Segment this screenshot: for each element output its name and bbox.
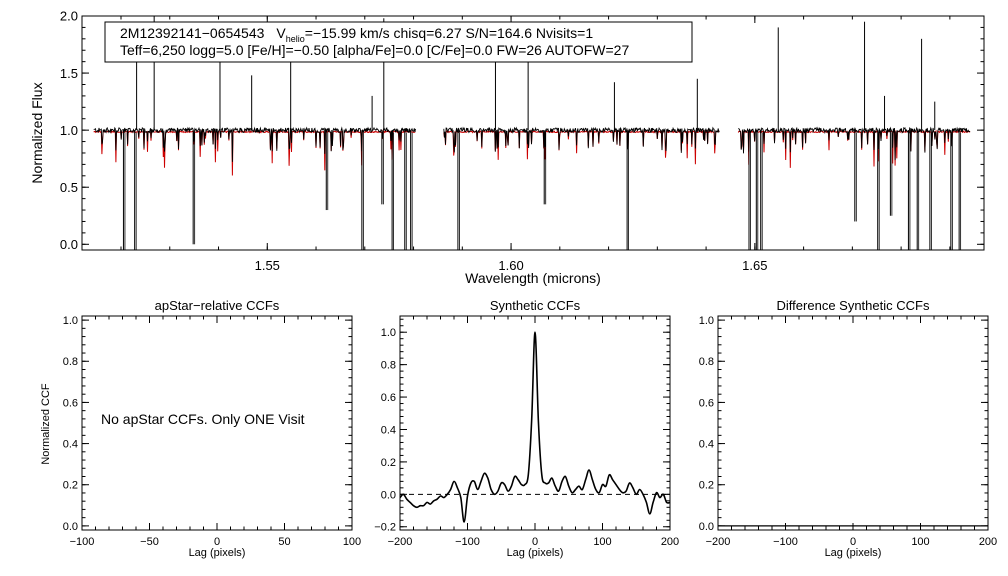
difference-ytick-label: 0.8 bbox=[699, 356, 714, 368]
synthetic-ytick-label: 0.2 bbox=[381, 457, 396, 469]
spectrum-ytick-label: 1.0 bbox=[60, 123, 78, 138]
synthetic-ytick-label: 1.0 bbox=[381, 327, 396, 339]
apstar-xlabel: Lag (pixels) bbox=[189, 547, 246, 559]
apstar-ylabel: Normalized CCF bbox=[40, 383, 52, 465]
vhelio-symbol: V bbox=[276, 25, 286, 41]
apstar-ytick-label: 0.8 bbox=[63, 356, 78, 368]
synthetic-axes-frame bbox=[399, 315, 671, 531]
synthetic-ccf-line bbox=[399, 331, 671, 523]
difference-ytick-label: 0.4 bbox=[699, 439, 714, 451]
difference-ticks: −200 −100 0 100 200 0.0 0.2 0.4 0.6 0.8 1.0 bbox=[699, 315, 997, 548]
difference-axes-frame bbox=[717, 315, 989, 531]
difference-xtick-label: 100 bbox=[911, 536, 929, 548]
difference-xtick-label: 200 bbox=[979, 536, 997, 548]
apstar-ytick-label: 1.0 bbox=[63, 315, 78, 327]
synthetic-ytick-label: −0.2 bbox=[374, 522, 396, 534]
synthetic-xtick-label: −100 bbox=[455, 536, 480, 548]
synthetic-title: Synthetic CCFs bbox=[490, 298, 581, 313]
spectrum-ticks: 1.55 1.60 1.65 0.0 0.5 1.0 1.5 2.0 bbox=[60, 9, 984, 273]
apstar-xtick-label: 0 bbox=[214, 536, 220, 548]
synthetic-xtick-label: −200 bbox=[388, 536, 413, 548]
difference-ytick-label: 0.2 bbox=[699, 480, 714, 492]
synthetic-ticks: −200 −100 0 100 200 −0.2 0.0 0.2 0.4 0.6 0.8 1.0 bbox=[374, 316, 679, 548]
difference-xtick-label: −200 bbox=[706, 536, 731, 548]
difference-xtick-label: 0 bbox=[850, 536, 856, 548]
spectrum-data bbox=[93, 16, 971, 250]
synthetic-data bbox=[399, 331, 671, 523]
star-id: 2M12392141−0654543 bbox=[120, 25, 265, 41]
difference-title: Difference Synthetic CCFs bbox=[777, 298, 930, 313]
vhelio-subscript: helio bbox=[286, 34, 305, 44]
spectrum-info-line1-rest: =−15.99 km/s chisq=6.27 S/N=164.6 Nvisit… bbox=[305, 25, 594, 41]
synthetic-xtick-label: 0 bbox=[532, 536, 538, 548]
spectrum-xtick-label: 1.60 bbox=[498, 258, 523, 273]
apstar-ytick-label: 0.0 bbox=[63, 521, 78, 533]
observed-spectrum-line bbox=[737, 126, 971, 161]
spectrum-xtick-label: 1.55 bbox=[255, 258, 280, 273]
apstar-ytick-label: 0.6 bbox=[63, 397, 78, 409]
spectrum-info-box bbox=[104, 21, 693, 63]
apstar-message: No apStar CCFs. Only ONE Visit bbox=[101, 411, 305, 427]
apstar-title: apStar−relative CCFs bbox=[155, 298, 280, 313]
synthetic-ytick-label: 0.6 bbox=[381, 392, 396, 404]
spectrum-ylabel: Normalized Flux bbox=[29, 82, 45, 183]
synthetic-ytick-label: 0.8 bbox=[381, 360, 396, 372]
spectrum-ytick-label: 0.0 bbox=[60, 237, 78, 252]
apstar-ccf-panel: −100 −50 0 50 100 0.0 0.2 0.4 0.6 0.8 1.0 apStar−r… bbox=[40, 298, 361, 559]
synthetic-xtick-label: 200 bbox=[661, 536, 679, 548]
synthetic-ytick-label: 0.0 bbox=[381, 489, 396, 501]
spectrum-info-line1: 2M12392141−0654543 Vhelio=−15.99 km/s chi… bbox=[120, 25, 593, 44]
difference-ytick-label: 0.0 bbox=[699, 521, 714, 533]
difference-ytick-label: 1.0 bbox=[699, 315, 714, 327]
difference-ytick-label: 0.6 bbox=[699, 397, 714, 409]
spectrum-ytick-label: 1.5 bbox=[60, 66, 78, 81]
apstar-xtick-label: −100 bbox=[70, 536, 95, 548]
apstar-xtick-label: −50 bbox=[140, 536, 159, 548]
apstar-ytick-label: 0.2 bbox=[63, 480, 78, 492]
apstar-xtick-label: 50 bbox=[278, 536, 290, 548]
spectrum-axes-frame bbox=[81, 15, 985, 251]
apstar-ytick-label: 0.4 bbox=[63, 439, 78, 451]
synthetic-xtick-label: 100 bbox=[593, 536, 611, 548]
synthetic-ytick-label: 0.4 bbox=[381, 424, 396, 436]
spectrum-ytick-label: 0.5 bbox=[60, 180, 78, 195]
apstar-xtick-label: 100 bbox=[343, 536, 361, 548]
spectrum-panel: 1.55 1.60 1.65 0.0 0.5 1.0 1.5 2.0 2M12392141−0… bbox=[29, 9, 985, 286]
apstar-ticks: −100 −50 0 50 100 0.0 0.2 0.4 0.6 0.8 1.0 bbox=[63, 315, 361, 548]
spectrum-info-line2: Teff=6,250 logg=5.0 [Fe/H]=−0.50 [alpha/… bbox=[120, 42, 629, 58]
difference-xlabel: Lag (pixels) bbox=[825, 547, 882, 559]
observed-spectrum-line bbox=[93, 126, 416, 162]
difference-xtick-label: −100 bbox=[773, 536, 798, 548]
model-spectrum-line bbox=[93, 129, 416, 176]
spectrum-xlabel: Wavelength (microns) bbox=[465, 270, 601, 286]
spectrum-xtick-label: 1.65 bbox=[742, 258, 767, 273]
spectrum-ytick-label: 2.0 bbox=[60, 9, 78, 24]
synthetic-ccf-panel: −200 −100 0 100 200 −0.2 0.0 0.2 0.4 0.6 0.8 1.0 Sy… bbox=[374, 298, 679, 559]
observed-spectrum-line bbox=[443, 126, 720, 153]
synthetic-xlabel: Lag (pixels) bbox=[507, 547, 564, 559]
difference-ccf-panel: −200 −100 0 100 200 0.0 0.2 0.4 0.6 0.8 1.0 Differ… bbox=[699, 298, 997, 559]
model-spectrum-line bbox=[443, 129, 720, 165]
